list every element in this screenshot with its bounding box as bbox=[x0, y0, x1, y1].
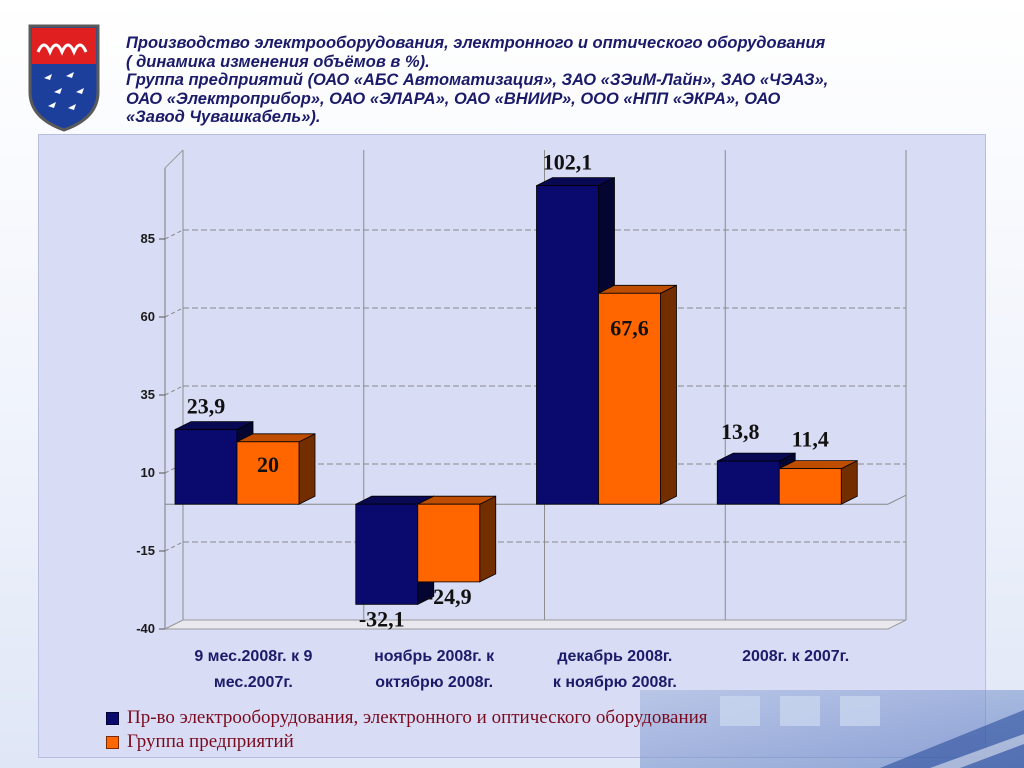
y-tick-label: -15 bbox=[136, 543, 155, 558]
bar bbox=[536, 185, 599, 505]
coat-of-arms-icon bbox=[28, 24, 100, 132]
chart-legend: Пр-во электрооборудования, электронного … bbox=[106, 706, 708, 754]
bar-side-face bbox=[660, 284, 677, 505]
bar-side-face bbox=[479, 495, 497, 583]
legend-item-series-2: Группа предприятий bbox=[106, 730, 708, 754]
legend-label-series-2: Группа предприятий bbox=[127, 731, 294, 752]
zero-baseline-depth bbox=[887, 494, 907, 505]
bar bbox=[174, 429, 238, 505]
page-title: Производство электрооборудования, электр… bbox=[126, 34, 1006, 127]
grid-line-depth bbox=[164, 541, 184, 552]
legend-label-series-1: Пр-во электрооборудования, электронного … bbox=[127, 707, 708, 728]
x-category-label: декабрь 2008г. bbox=[557, 648, 672, 665]
title-line-3: Группа предприятий (ОАО «АБС Автоматизац… bbox=[126, 71, 829, 89]
y-tick-label: -40 bbox=[136, 621, 155, 636]
bar-data-label: 23,9 bbox=[187, 394, 226, 419]
bar bbox=[598, 292, 661, 505]
bar bbox=[236, 441, 300, 505]
bar-side-face bbox=[298, 433, 316, 505]
bar-data-label: 20 bbox=[257, 452, 279, 477]
bar bbox=[778, 468, 842, 505]
bar-data-label: 11,4 bbox=[792, 427, 829, 452]
x-category-label: к ноябрю 2008г. bbox=[553, 674, 677, 691]
y-tick-label: 10 bbox=[141, 465, 155, 480]
bar-data-label: -32,1 bbox=[359, 606, 405, 631]
bar-data-label: -24,9 bbox=[426, 584, 472, 609]
x-category-label: ноябрь 2008г. к bbox=[374, 648, 495, 665]
bar bbox=[417, 503, 481, 583]
decorative-building-graphic bbox=[640, 690, 1024, 768]
title-line-5: «Завод Чувашкабель»). bbox=[126, 108, 321, 126]
y-tick-label: 85 bbox=[141, 231, 155, 246]
x-category-label: 2008г. к 2007г. bbox=[742, 648, 849, 665]
bar bbox=[355, 503, 419, 605]
grid-line-depth bbox=[164, 385, 184, 396]
chart-floor bbox=[164, 619, 907, 630]
legend-swatch-series-1 bbox=[106, 711, 119, 725]
grid-line-depth bbox=[164, 229, 184, 240]
y-tick-label: 35 bbox=[141, 387, 155, 402]
x-category-label: мес.2007г. bbox=[214, 674, 293, 691]
title-line-1: Производство электрооборудования, электр… bbox=[126, 34, 826, 52]
title-line-2: ( динамика изменения объёмов в %). bbox=[126, 52, 430, 71]
x-category-label: 9 мес.2008г. к 9 bbox=[194, 648, 312, 665]
title-line-4: ОАО «Электроприбор», ОАО «ЭЛАРА», ОАО «В… bbox=[126, 89, 781, 108]
legend-item-series-1: Пр-во электрооборудования, электронного … bbox=[106, 706, 708, 730]
axis-depth-line bbox=[164, 149, 184, 169]
bar bbox=[716, 460, 780, 505]
bar-data-label: 102,1 bbox=[543, 150, 593, 175]
legend-swatch-series-2 bbox=[106, 735, 119, 749]
x-category-label: октябрю 2008г. bbox=[375, 674, 493, 691]
bar-data-label: 67,6 bbox=[610, 315, 649, 340]
grid-line-depth bbox=[164, 307, 184, 318]
bar-data-label: 13,8 bbox=[721, 419, 760, 444]
y-tick-label: 60 bbox=[141, 309, 155, 324]
